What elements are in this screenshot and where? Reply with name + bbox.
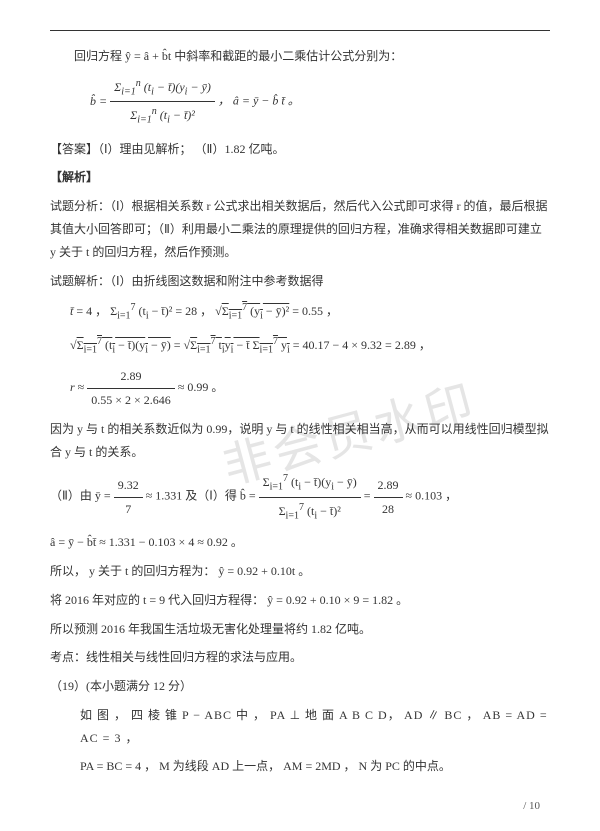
- analysis-text-2: 试题解析：（Ⅰ）由折线图这数据和附注中参考数据得: [50, 270, 550, 293]
- q19-header: （19）(本小题满分 12 分）: [50, 675, 550, 698]
- q19-line2: PA = BC = 4 ， M 为线段 AD 上一点， AM = 2MD ， N…: [50, 755, 550, 778]
- regression-intro: 回归方程 ŷ = â + b̂t 中斜率和截距的最小二乘估计公式分别为：: [50, 45, 550, 68]
- so-2: 将 2016 年对应的 t = 9 代入回归方程得： ŷ = 0.92 + 0.…: [50, 589, 550, 612]
- formula-tbar: t̄ = 4 ， Σi=17 (ti − t̄)² = 28 ， √Σi=17 …: [50, 298, 550, 325]
- page-number: / 10: [523, 796, 540, 817]
- jiexi-header: 【解析】: [50, 166, 550, 189]
- q19-line1: 如 图 ， 四 棱 锥 P − ABC 中 ， PA ⊥ 地 面 A B C D…: [50, 704, 550, 750]
- bhat-formula: b̂ = Σi=1n (ti − t̄)(yi − ȳ) Σi=1n (ti −…: [50, 74, 550, 130]
- document-content: 回归方程 ŷ = â + b̂t 中斜率和截距的最小二乘估计公式分别为： b̂ …: [50, 30, 550, 778]
- so-3: 所以预测 2016 年我国生活垃圾无害化处理量将约 1.82 亿吨。: [50, 618, 550, 641]
- so-1: 所以， y 关于 t 的回归方程为： ŷ = 0.92 + 0.10t 。: [50, 560, 550, 583]
- conclusion-1: 因为 y 与 t 的相关系数近似为 0.99，说明 y 与 t 的线性相关相当高…: [50, 418, 550, 464]
- top-rule: [50, 30, 550, 31]
- formula-sum: √Σi=17 (ti − t̄)(yi − ȳ) = √Σi=17 tiyi −…: [50, 332, 550, 359]
- formula-ahat: â = ȳ − b̂t̄ ≈ 1.331 − 0.103 × 4 ≈ 0.92 …: [50, 531, 550, 554]
- formula-r: r ≈ 2.89 0.55 × 2 × 2.646 ≈ 0.99 。: [50, 365, 550, 412]
- analysis-text-1: 试题分析：（Ⅰ）根据相关系数 r 公式求出相关数据后，然后代入公式即可求得 r …: [50, 195, 550, 263]
- kaodian: 考点：线性相关与线性回归方程的求法与应用。: [50, 646, 550, 669]
- part2-intro: （Ⅱ）由 ȳ = 9.327 ≈ 1.331 及（Ⅰ）得 b̂ = Σi=17 …: [50, 469, 550, 525]
- answer-line: 【答案】（Ⅰ）理由见解析； （Ⅱ）1.82 亿吨。: [50, 138, 550, 161]
